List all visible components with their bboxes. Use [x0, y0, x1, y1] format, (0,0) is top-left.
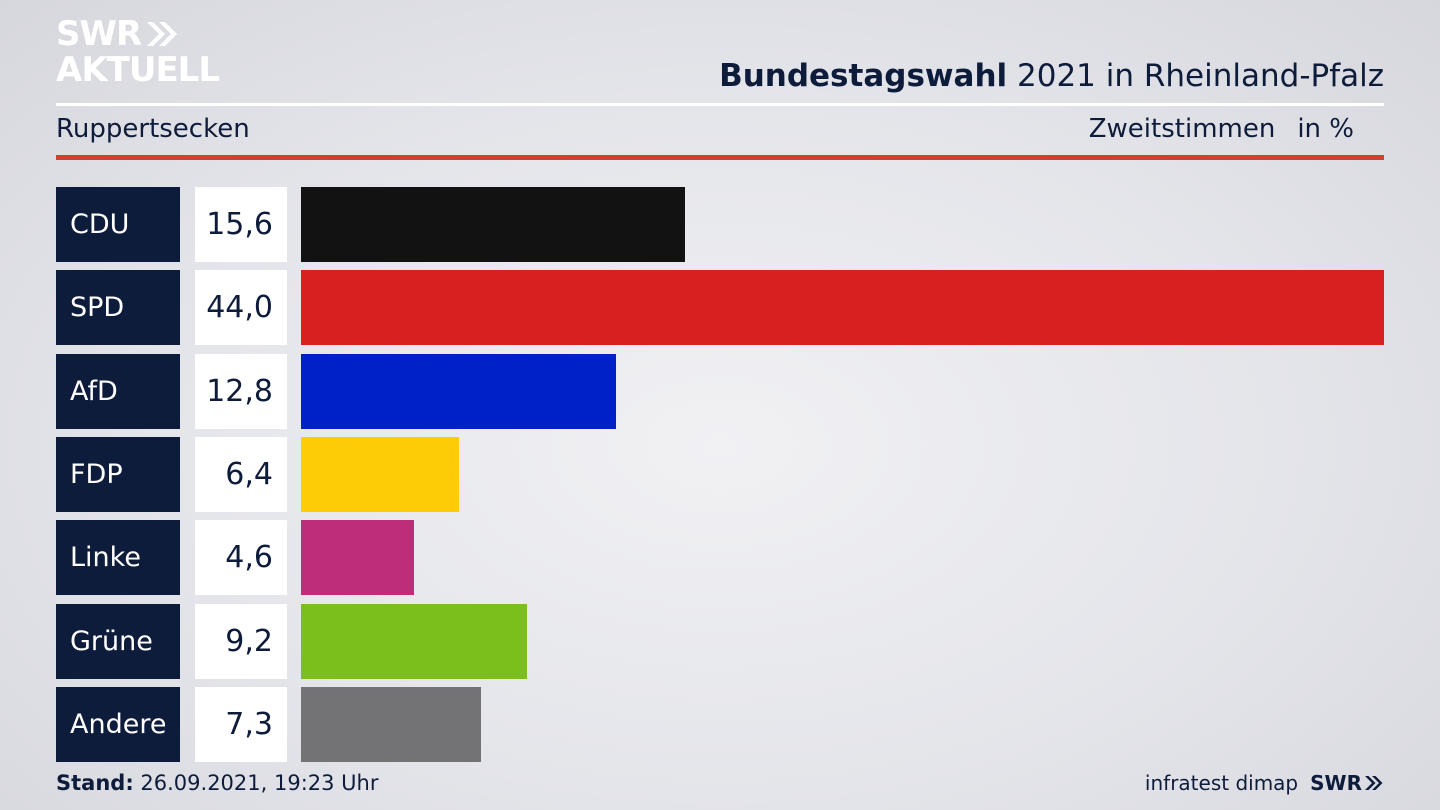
bar: [301, 187, 685, 262]
footer-swr-text: SWR: [1310, 771, 1362, 795]
bar: [301, 354, 616, 429]
bar: [301, 687, 481, 762]
header-divider: [56, 103, 1384, 106]
value-label: 44,0: [195, 270, 287, 345]
bar: [301, 604, 527, 679]
party-label: CDU: [56, 187, 180, 262]
bar-row: AfD 12,8: [56, 354, 1384, 429]
party-label: SPD: [56, 270, 180, 345]
logo-swr-text: SWR: [56, 14, 142, 54]
logo-aktuell-text: AKTUELL: [56, 50, 220, 90]
timestamp: Stand: 26.09.2021, 19:23 Uhr: [56, 771, 379, 795]
location-label: Ruppertsecken: [56, 114, 250, 144]
value-label: 6,4: [195, 437, 287, 512]
page-title: Bundestagswahl 2021 in Rheinland-Pfalz: [719, 58, 1384, 94]
footer-swr-logo: SWR: [1310, 771, 1384, 795]
party-label: Andere: [56, 687, 180, 762]
party-label: FDP: [56, 437, 180, 512]
party-label: Linke: [56, 520, 180, 595]
bar: [301, 520, 414, 595]
bar-row: Linke 4,6: [56, 520, 1384, 595]
bar: [301, 437, 459, 512]
title-rest: 2021 in Rheinland-Pfalz: [1007, 58, 1384, 94]
measure-text: Zweitstimmen: [1088, 114, 1276, 144]
value-label: 15,6: [195, 187, 287, 262]
stand-value: 26.09.2021, 19:23 Uhr: [133, 771, 379, 795]
bar-row: CDU 15,6: [56, 187, 1384, 262]
value-label: 4,6: [195, 520, 287, 595]
party-label: AfD: [56, 354, 180, 429]
bar-row: SPD 44,0: [56, 270, 1384, 345]
bar-row: Andere 7,3: [56, 687, 1384, 762]
source-credit: infratest dimap SWR: [1145, 771, 1384, 795]
measure-label: Zweitstimmen in %: [1089, 114, 1354, 144]
source-text: infratest dimap: [1144, 771, 1299, 795]
footer-chevron-icon: [1365, 776, 1383, 790]
unit-text: in %: [1297, 114, 1354, 144]
value-label: 9,2: [195, 604, 287, 679]
party-label: Grüne: [56, 604, 180, 679]
bar-row: Grüne 9,2: [56, 604, 1384, 679]
value-label: 12,8: [195, 354, 287, 429]
bar: [301, 270, 1384, 345]
accent-divider: [56, 155, 1384, 160]
double-chevron-icon: [147, 22, 178, 46]
swr-aktuell-logo: SWR AKTUELL: [56, 14, 220, 90]
value-label: 7,3: [195, 687, 287, 762]
title-bold: Bundestagswahl: [719, 58, 1008, 94]
bar-row: FDP 6,4: [56, 437, 1384, 512]
stand-label: Stand:: [56, 771, 134, 795]
